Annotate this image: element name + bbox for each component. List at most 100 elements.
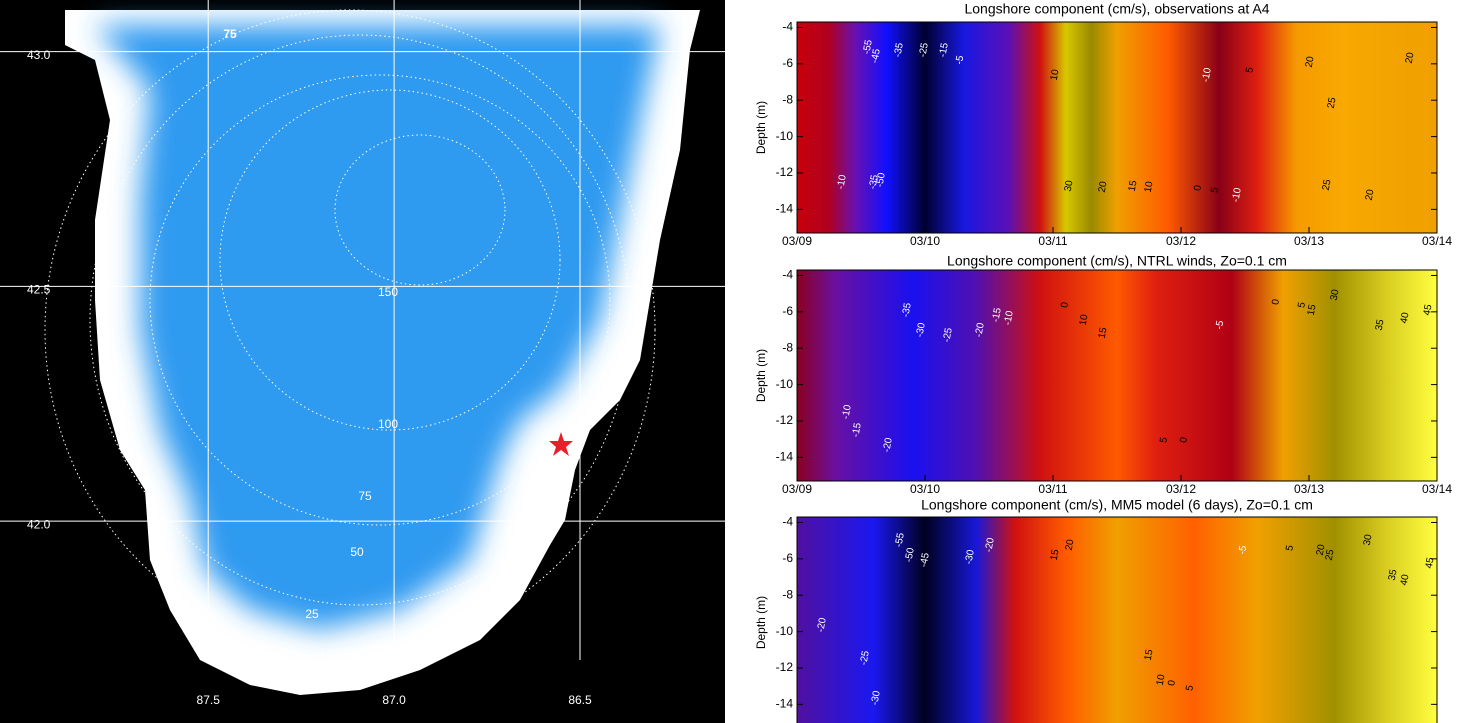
contour-label: -10 — [1002, 310, 1015, 327]
y-tick-label: -6 — [782, 304, 793, 318]
contour-label: -10 — [840, 404, 853, 421]
contour-label: -10 — [1200, 67, 1213, 84]
plot-frame — [796, 516, 1438, 723]
panel-title: Longshore component (cm/s), MM5 model (6… — [921, 497, 1313, 513]
x-tick-label: 03/12 — [1166, 234, 1196, 248]
x-tick-label: 03/14 — [1422, 482, 1452, 496]
contour-label: 5 — [1296, 301, 1308, 309]
contour-label: 150 — [378, 285, 398, 299]
contour-label: -5 — [1237, 544, 1249, 555]
y-tick-label: 42.5 — [27, 283, 51, 297]
y-tick-label: -10 — [776, 129, 794, 143]
contour-label: -20 — [815, 617, 828, 634]
contour-label: -15 — [937, 42, 950, 59]
contour-label: -15 — [850, 422, 863, 439]
y-tick-label: -12 — [776, 165, 794, 179]
contour-label: 40 — [1399, 311, 1412, 324]
contour-label: 30 — [1329, 288, 1342, 301]
y-tick-label: -12 — [776, 660, 794, 674]
station-marker — [549, 432, 573, 456]
contour-label: 45 — [1422, 303, 1435, 316]
contour-field — [797, 517, 1437, 723]
contour-label: -5 — [954, 54, 966, 65]
contour-label: -30 — [869, 690, 882, 707]
x-tick-label: 03/14 — [1422, 234, 1452, 248]
contour-label: 10 — [1155, 673, 1168, 686]
contour-field — [797, 22, 1437, 233]
x-tick-label: 03/11 — [1038, 482, 1067, 496]
contour-label: 10 — [1049, 68, 1062, 81]
contour-label: 20 — [1097, 180, 1110, 193]
contour-label: 25 — [1321, 178, 1334, 191]
y-tick-label: -14 — [776, 202, 794, 216]
contour-label: 10 — [1078, 313, 1091, 326]
contour-label: 15 — [1049, 548, 1062, 561]
contour-label: -20 — [973, 322, 986, 339]
y-tick-label: -14 — [776, 697, 794, 711]
x-tick-label: 86.5 — [568, 693, 592, 707]
contour-label: 25 — [1324, 548, 1337, 561]
x-tick-label: 87.0 — [382, 693, 406, 707]
contour-label: 5 — [1209, 186, 1221, 194]
x-tick-label: 03/13 — [1294, 234, 1324, 248]
contour-label: 35 — [1387, 568, 1400, 581]
contour-label: 5 — [1184, 684, 1196, 692]
contour-label: -35 — [867, 174, 880, 191]
contour-label: 5 — [1158, 436, 1170, 444]
x-tick-label: 03/09 — [782, 234, 812, 248]
contour-label: 20 — [1364, 188, 1377, 201]
y-tick-label: 42.0 — [27, 517, 51, 531]
contour-label: 20 — [1315, 543, 1328, 556]
y-tick-label: -4 — [782, 268, 793, 282]
contour-label: -30 — [914, 322, 927, 339]
contour-label: 15 — [1127, 179, 1140, 192]
contour-label: -55 — [893, 532, 906, 549]
contour-label: 15 — [1143, 648, 1156, 661]
y-tick-label: -8 — [782, 340, 793, 354]
contour-label: 30 — [1063, 179, 1076, 192]
y-tick-label: -10 — [776, 624, 794, 638]
contour-label: 35 — [1374, 318, 1387, 331]
y-tick-label: -8 — [782, 587, 793, 601]
contour-label: 75 — [358, 489, 372, 503]
contour-label: -20 — [983, 537, 996, 554]
panel-title: Longshore component (cm/s), NTRL winds, … — [947, 253, 1287, 269]
y-tick-label: -4 — [782, 515, 793, 529]
x-tick-label: 03/12 — [1166, 482, 1196, 496]
contour-label: -5 — [1214, 319, 1226, 330]
contour-label: -25 — [941, 327, 954, 344]
x-tick-label: 03/11 — [1038, 234, 1067, 248]
contour-label: 50 — [350, 545, 364, 559]
contour-label: 30 — [1362, 533, 1375, 546]
depth-contours — [44, 9, 656, 651]
contour-label: 75 — [223, 27, 237, 41]
y-axis-label: Depth (m) — [754, 101, 768, 154]
contour-label: 20 — [1304, 55, 1317, 68]
contour-label: 0 — [1178, 436, 1190, 444]
contour-label: -45 — [869, 48, 882, 65]
y-tick-label: -10 — [776, 377, 794, 391]
contour-label: 0 — [1192, 184, 1204, 192]
contour-label: -50 — [903, 547, 916, 564]
x-tick-label: 03/10 — [910, 482, 940, 496]
contour-label: 15 — [1097, 326, 1110, 339]
contour-label: -50 — [874, 172, 887, 189]
contour-label: -10 — [835, 174, 848, 191]
contour-label: -55 — [861, 39, 874, 56]
y-tick-label: -6 — [782, 551, 793, 565]
contour-label: 45 — [1424, 556, 1437, 569]
contour-label: 0 — [1166, 679, 1178, 687]
x-tick-label: 03/13 — [1294, 482, 1324, 496]
y-tick-label: -4 — [782, 20, 793, 34]
panel-title: Longshore component (cm/s), observations… — [964, 1, 1269, 17]
contour-label: -35 — [892, 42, 905, 59]
contour-label: 25 — [305, 607, 319, 621]
contour-label: 20 — [1404, 51, 1417, 64]
contour-label: 100 — [378, 417, 398, 431]
y-tick-label: -8 — [782, 92, 793, 106]
contour-field — [797, 270, 1437, 481]
y-tick-label: 43.0 — [27, 48, 51, 62]
contour-label: -25 — [917, 42, 930, 59]
